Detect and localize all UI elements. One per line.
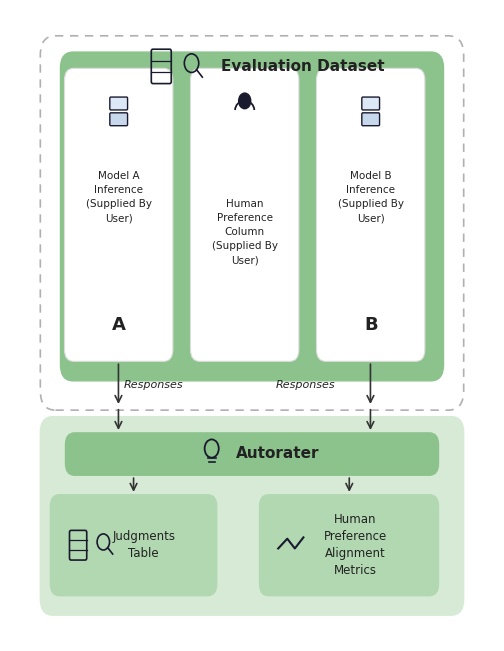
Text: B: B [364, 316, 377, 335]
FancyBboxPatch shape [362, 97, 380, 110]
FancyBboxPatch shape [110, 113, 128, 126]
Circle shape [239, 93, 251, 109]
FancyBboxPatch shape [191, 68, 299, 361]
Text: Model B
Inference
(Supplied By
User): Model B Inference (Supplied By User) [338, 171, 404, 223]
FancyBboxPatch shape [362, 113, 380, 126]
Text: Evaluation Dataset: Evaluation Dataset [221, 59, 384, 74]
Text: Responses: Responses [123, 380, 183, 391]
FancyBboxPatch shape [50, 495, 217, 596]
Text: Judgments
Table: Judgments Table [112, 530, 175, 561]
FancyBboxPatch shape [66, 433, 438, 475]
FancyBboxPatch shape [260, 495, 438, 596]
Text: Model A
Inference
(Supplied By
User): Model A Inference (Supplied By User) [86, 171, 152, 223]
Text: Responses: Responses [276, 380, 336, 391]
FancyBboxPatch shape [65, 68, 173, 361]
FancyBboxPatch shape [110, 97, 128, 110]
Text: Human
Preference
Alignment
Metrics: Human Preference Alignment Metrics [324, 513, 387, 577]
Text: Autorater: Autorater [235, 446, 319, 462]
Text: Human
Preference
Column
(Supplied By
User): Human Preference Column (Supplied By Use… [212, 199, 278, 266]
FancyBboxPatch shape [317, 68, 425, 361]
Text: A: A [112, 316, 125, 335]
FancyBboxPatch shape [60, 52, 444, 381]
FancyBboxPatch shape [40, 417, 464, 615]
